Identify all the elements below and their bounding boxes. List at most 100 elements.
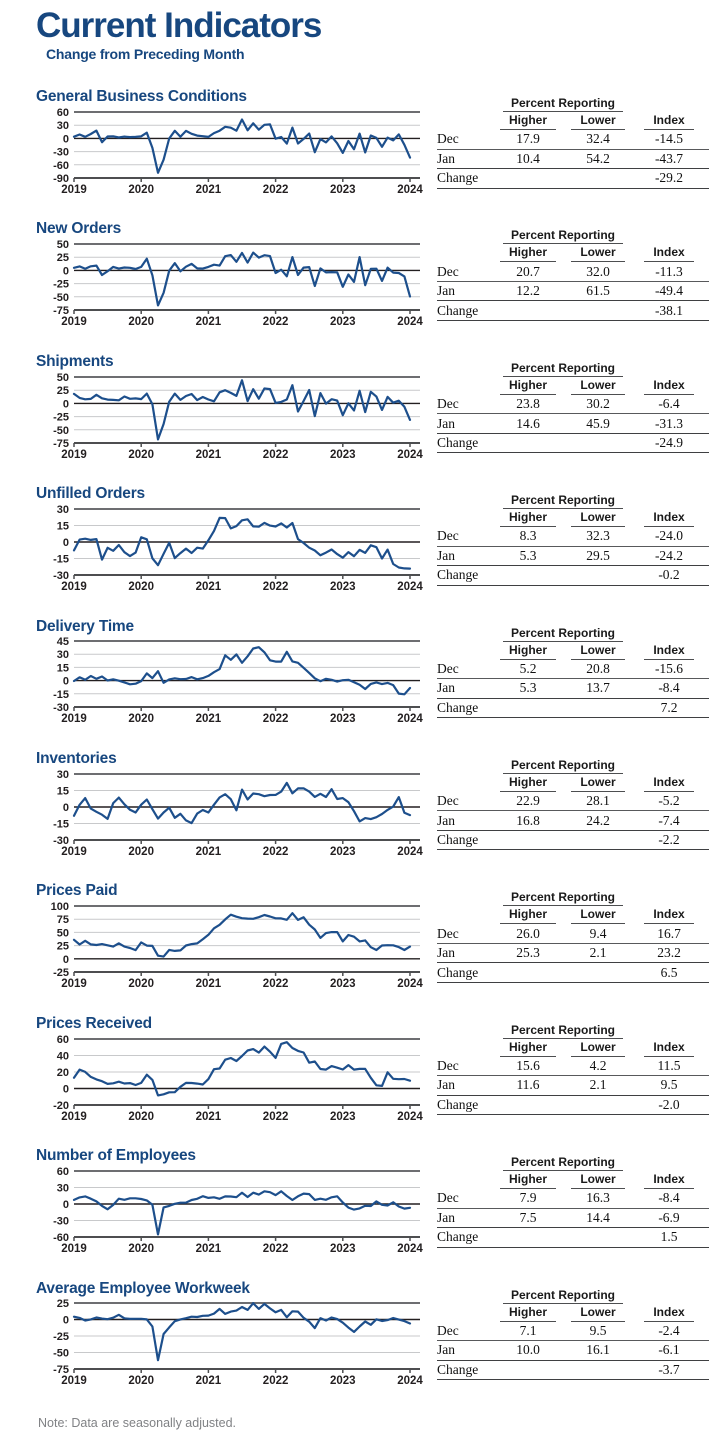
col-header-higher: Higher [493,1040,563,1057]
cell-index: -31.3 [654,415,684,431]
svg-text:2022: 2022 [263,1243,289,1255]
cell-index: -7.4 [658,812,680,828]
col-header-higher: Higher [493,113,563,130]
percent-reporting-header: Percent Reporting [503,1155,623,1172]
svg-text:2019: 2019 [61,316,87,328]
table-row-jan: Jan 11.6 2.1 9.5 [437,1076,709,1096]
indicator-section: Prices Received 60 40 20 0 -20 2019 2020 2021 20… [0,1015,711,1147]
svg-text:2022: 2022 [263,184,289,196]
svg-text:50: 50 [57,372,69,384]
col-header-lower: Lower [563,643,633,660]
indicator-table: Percent Reporting Higher Lower Index Dec… [437,88,709,220]
table-row-dec: Dec 7.1 9.5 -2.4 [437,1322,709,1342]
svg-text:2019: 2019 [61,449,87,461]
row-label: Change [437,170,479,186]
svg-text:30: 30 [57,120,69,132]
indicator-line-chart: 30 15 0 -15 -30 2019 2020 2021 2022 2023 2024 [36,769,428,861]
col-header-index: Index [633,510,705,528]
indicator-sections: General Business Conditions 60 30 0 -30 -60-… [0,88,711,1412]
svg-text:2020: 2020 [128,1111,154,1123]
cell-index: -2.0 [658,1096,680,1112]
cell-lower: 32.0 [586,263,610,279]
cell-higher: 23.8 [516,396,540,412]
indicator-line-chart: 60 40 20 0 -20 2019 2020 2021 2022 2023 2024 [36,1034,428,1126]
indicator-table: Percent Reporting Higher Lower Index Dec… [437,1280,709,1412]
svg-text:2020: 2020 [128,1243,154,1255]
svg-text:-20: -20 [53,1100,69,1112]
svg-text:2020: 2020 [128,449,154,461]
row-label: Change [437,832,479,848]
svg-text:0: 0 [63,1315,69,1327]
svg-text:2021: 2021 [196,1375,222,1387]
svg-text:30: 30 [57,504,69,516]
svg-text:2022: 2022 [263,1375,289,1387]
table-row-change: Change 1.5 [437,1228,709,1248]
svg-text:-30: -30 [53,835,69,847]
svg-text:60: 60 [57,107,69,119]
cell-higher: 16.8 [516,812,540,828]
cell-higher: 25.3 [516,945,540,961]
svg-text:25: 25 [57,252,69,264]
svg-text:2019: 2019 [61,713,87,725]
cell-higher: 10.4 [516,150,540,166]
section-title: Inventories [36,749,117,767]
col-header-index: Index [633,1172,705,1190]
row-label: Change [437,699,479,715]
footnote: Note: Data are seasonally adjusted. [38,1415,237,1430]
table-header-row: Higher Lower Index [437,1172,709,1190]
table-row-jan: Jan 16.8 24.2 -7.4 [437,811,709,831]
row-label: Jan [437,150,455,166]
svg-text:2022: 2022 [263,1111,289,1123]
indicator-table: Percent Reporting Higher Lower Index Dec… [437,618,709,750]
svg-text:-30: -30 [53,570,69,582]
svg-text:0: 0 [63,537,69,549]
svg-text:2020: 2020 [128,978,154,990]
cell-lower: 9.5 [589,1322,607,1338]
svg-text:0: 0 [63,398,69,410]
svg-text:-25: -25 [53,411,69,423]
row-label: Jan [437,1342,455,1358]
row-label: Change [437,1361,479,1377]
svg-text:2021: 2021 [196,1111,222,1123]
section-title: General Business Conditions [36,88,247,105]
table-header-row: Higher Lower Index [437,775,709,792]
cell-index: -24.9 [654,435,684,451]
cell-index: 16.7 [657,925,681,941]
cell-higher: 8.3 [519,528,537,544]
svg-text:2023: 2023 [330,978,356,990]
section-title: Prices Paid [36,882,118,900]
cell-lower: 2.1 [589,945,607,961]
table-row-dec: Dec 23.8 30.2 -6.4 [437,395,709,415]
table-row-change: Change -3.7 [437,1361,709,1381]
cell-index: -5.2 [658,793,680,809]
row-label: Change [437,435,479,451]
table-row-change: Change -29.2 [437,169,709,189]
cell-higher: 22.9 [516,793,540,809]
svg-text:30: 30 [57,769,69,781]
cell-lower: 45.9 [586,415,610,431]
row-label: Change [437,964,479,980]
col-header-lower: Lower [563,775,633,792]
table-group-header-row: Percent Reporting [437,96,709,112]
svg-text:-50: -50 [53,292,69,304]
svg-text:-15: -15 [53,689,69,701]
indicator-table: Percent Reporting Higher Lower Index Dec… [437,220,709,352]
svg-text:2024: 2024 [397,316,423,328]
section-title: Average Employee Workweek [36,1279,250,1297]
svg-text:0: 0 [63,133,69,145]
svg-text:-30: -30 [53,1215,69,1227]
col-header-lower: Lower [563,1040,633,1057]
cell-index: 11.5 [657,1057,681,1073]
svg-text:25: 25 [57,1298,69,1310]
table-group-header-row: Percent Reporting [437,1023,709,1039]
svg-text:2024: 2024 [397,978,423,990]
table-header-row: Higher Lower Index [437,245,709,263]
cell-lower: 14.4 [586,1209,610,1225]
table-row-change: Change -2.0 [437,1096,709,1116]
svg-text:50: 50 [57,928,69,940]
col-header-index: Index [633,643,705,660]
cell-index: -14.5 [654,131,684,147]
indicator-line-chart: 100 75 50 25 0 -25 2019 2020 2021 2022 2023 2024 [36,901,428,993]
svg-text:2023: 2023 [330,184,356,196]
row-label: Dec [437,1322,459,1338]
